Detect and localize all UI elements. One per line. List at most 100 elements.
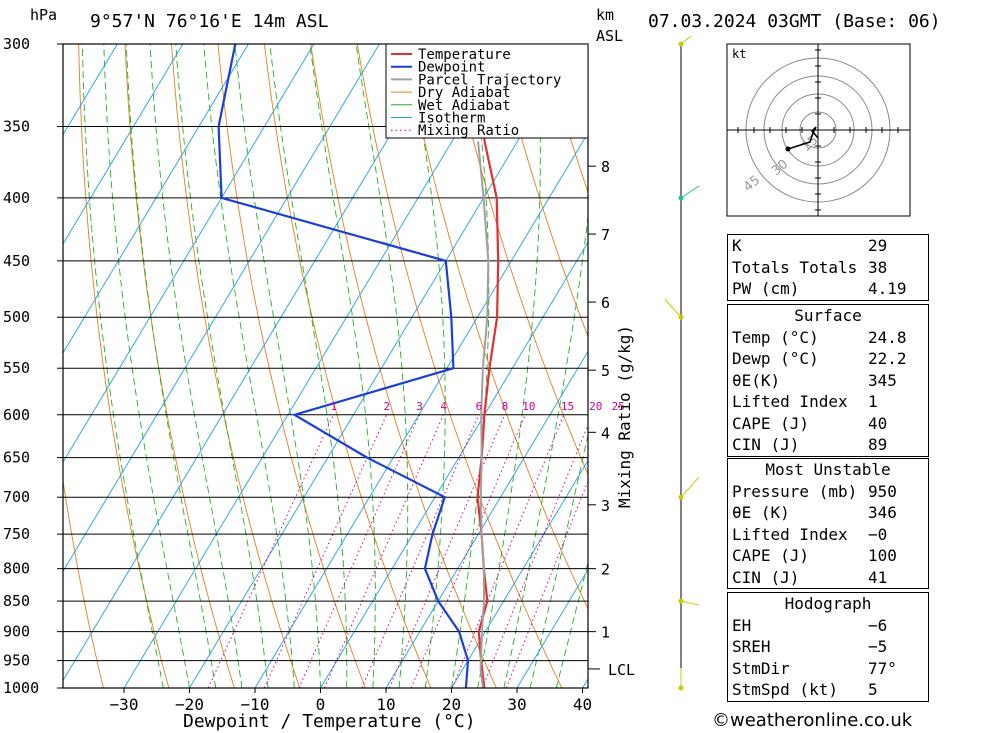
table-row: StmSpd (kt) 5 xyxy=(728,679,928,701)
mixing-ratio-line xyxy=(410,414,526,688)
surface-label: CIN (J) xyxy=(732,435,800,454)
wet-adiabat xyxy=(269,44,348,688)
pressure-label: 700 xyxy=(3,488,30,506)
isotherm xyxy=(254,132,588,688)
isotherm xyxy=(63,44,380,573)
surface-value: 345 xyxy=(868,370,897,390)
dry-adiabat xyxy=(356,44,563,688)
dry-adiabat xyxy=(263,44,432,688)
table-row: CAPE (J) 40 xyxy=(728,413,928,435)
height-label: 2 xyxy=(601,561,610,579)
wind-profile xyxy=(664,35,700,691)
mu-value: 346 xyxy=(868,503,897,522)
isotherm xyxy=(63,44,446,682)
most-unstable-title: Most Unstable xyxy=(728,458,928,481)
pressure-label: 600 xyxy=(3,406,30,424)
table-row: θE (K) 346 xyxy=(728,502,928,524)
legend-label: Dry Adiabat xyxy=(418,85,511,101)
wind-dot xyxy=(678,314,684,320)
table-row: StmDir 77° xyxy=(728,658,928,680)
hodo-label: SREH xyxy=(732,637,771,656)
surface-label: θE(K) xyxy=(732,370,781,390)
wind-dot xyxy=(678,195,684,201)
mixing-ratio-label: 20 xyxy=(589,400,602,413)
wet-adiabat xyxy=(125,44,217,688)
x-tick-label: 40 xyxy=(573,695,592,714)
table-row: CIN (J) 89 xyxy=(728,434,928,456)
parcel-trajectory-line xyxy=(477,141,490,688)
wind-dot xyxy=(678,494,684,500)
isotherm xyxy=(320,241,588,688)
isotherm xyxy=(63,44,315,464)
mixing-ratio-label: 25 xyxy=(612,400,625,413)
pressure-label: 550 xyxy=(3,359,30,377)
table-row: Lifted Index 1 xyxy=(728,391,928,413)
pressure-label: 650 xyxy=(3,449,30,467)
most-unstable-table: Most Unstable Pressure (mb) 950 θE (K) 346… xyxy=(727,458,929,589)
surface-title: Surface xyxy=(728,304,928,327)
legend-label: Wet Adiabat xyxy=(418,98,511,114)
surface-value: 1 xyxy=(868,392,878,411)
surface-label: Temp (°C) xyxy=(732,327,819,347)
dewpoint-line xyxy=(217,44,470,688)
table-row: CAPE (J) 100 xyxy=(728,545,928,567)
wet-adiabat xyxy=(203,44,295,688)
wet-adiabat xyxy=(175,44,269,688)
wind-barb xyxy=(680,185,700,199)
table-row: Pressure (mb) 950 xyxy=(728,481,928,503)
wet-adiabat xyxy=(529,432,588,688)
credit-link[interactable]: ©weatheronline.co.uk xyxy=(712,710,913,731)
table-row: K 29 xyxy=(728,235,928,257)
x-tick-label: −20 xyxy=(175,695,204,714)
mu-label: CIN (J) xyxy=(732,567,800,587)
hodo-value: −6 xyxy=(868,615,888,635)
height-unit-km: km xyxy=(596,6,614,24)
index-label: PW (cm) xyxy=(732,279,800,298)
table-row: SREH −5 xyxy=(728,636,928,658)
isotherm xyxy=(189,44,577,688)
table-row: Temp (°C) 24.8 xyxy=(728,327,928,349)
pressure-label: 950 xyxy=(3,652,30,670)
mu-label: θE (K) xyxy=(732,503,790,522)
mixing-ratio-label: 15 xyxy=(561,400,574,413)
surface-value: 40 xyxy=(868,413,888,433)
mu-value: 100 xyxy=(868,546,897,565)
index-value: 38 xyxy=(868,257,888,277)
x-axis-label: Dewpoint / Temperature (°C) xyxy=(183,711,476,732)
wind-barb xyxy=(680,600,700,606)
index-label: K xyxy=(732,236,742,255)
wet-adiabat xyxy=(81,44,164,688)
mu-value: 950 xyxy=(868,481,897,501)
dry-adiabat xyxy=(961,44,1000,688)
location-title: 9°57'N 76°16'E 14m ASL xyxy=(90,11,329,32)
height-label: 3 xyxy=(601,497,610,515)
mixing-ratio-line xyxy=(298,414,420,688)
legend-label: Temperature xyxy=(418,47,511,63)
mixing-ratio-label: 2 xyxy=(383,400,390,413)
pressure-label: 800 xyxy=(3,560,30,578)
dry-adiabat xyxy=(310,44,497,688)
surface-label: Dewp (°C) xyxy=(732,349,819,368)
hodograph-title: Hodograph xyxy=(728,592,928,615)
x-tick-label: −10 xyxy=(241,695,270,714)
isotherm xyxy=(63,44,249,354)
hodograph-point xyxy=(785,146,791,152)
dry-adiabat xyxy=(63,478,104,688)
mu-label: CAPE (J) xyxy=(732,546,810,565)
table-row: Lifted Index −0 xyxy=(728,524,928,546)
wet-adiabat xyxy=(309,44,376,688)
surface-label: Lifted Index xyxy=(732,392,848,411)
surface-value: 22.2 xyxy=(868,349,907,368)
pressure-unit: hPa xyxy=(30,6,57,24)
plot-frame xyxy=(62,43,589,689)
pressure-label: 400 xyxy=(3,189,30,207)
mixing-ratio-line xyxy=(207,414,334,688)
height-label: 8 xyxy=(601,158,610,176)
pressure-label: 850 xyxy=(3,592,30,610)
mixing-ratio-label: 6 xyxy=(476,400,483,413)
legend-label: Mixing Ratio xyxy=(418,123,519,139)
isotherm xyxy=(516,568,588,688)
hodo-value: 5 xyxy=(868,680,878,699)
dry-adiabat xyxy=(496,44,588,338)
